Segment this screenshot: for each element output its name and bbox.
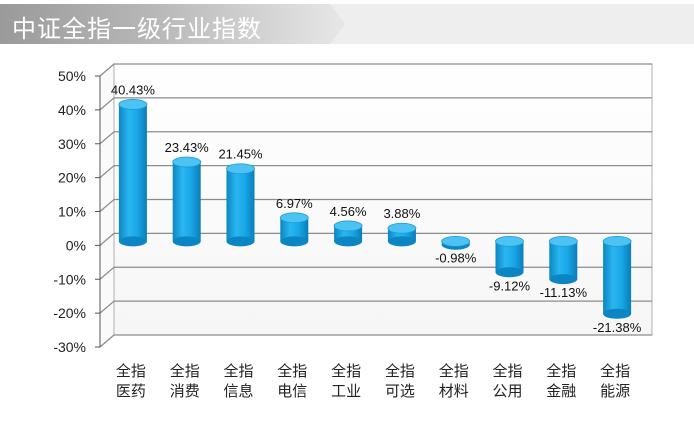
bar-body	[549, 241, 578, 280]
data-label: 3.88%	[383, 206, 420, 221]
gridline	[99, 131, 652, 145]
bar-bottom-cap	[387, 236, 416, 247]
bar-top-cap	[279, 212, 309, 224]
bar-top-cap	[441, 235, 471, 247]
gridline	[99, 334, 652, 348]
gridline	[99, 300, 652, 314]
bar-bottom-cap	[603, 308, 632, 319]
x-tick-label: 全指	[116, 362, 146, 380]
bar-bottom-cap	[118, 236, 147, 247]
x-tick-label: 全指	[439, 362, 469, 380]
bar-bottom-cap	[226, 236, 255, 247]
x-tick-label: 能源	[600, 382, 630, 400]
data-label: -0.98%	[435, 251, 477, 266]
bar	[387, 222, 417, 247]
bar-bottom-cap	[172, 236, 201, 247]
x-tick-label: 金融	[546, 382, 576, 400]
data-label: -11.13%	[540, 285, 588, 300]
bar-top-cap	[548, 235, 578, 247]
gridline	[99, 198, 652, 212]
x-tick-label: 全指	[546, 362, 576, 380]
x-tick-label: 消费	[170, 382, 200, 400]
y-tick-label: 40%	[58, 102, 86, 118]
y-tick-label: 30%	[58, 136, 86, 152]
bar-top-cap	[602, 235, 632, 247]
gridline	[99, 266, 652, 280]
x-tick-label: 信息	[223, 382, 253, 400]
bar	[333, 220, 363, 247]
bar-body	[603, 241, 632, 314]
bar	[279, 212, 309, 247]
y-tick-label: 20%	[58, 170, 86, 186]
y-tick-label: -20%	[53, 305, 86, 321]
bar	[118, 99, 148, 247]
data-label: 6.97%	[276, 196, 313, 211]
x-tick-label: 全指	[385, 362, 415, 380]
y-tick-label: 50%	[58, 68, 86, 84]
bar-body	[118, 104, 147, 242]
data-label: 4.56%	[330, 204, 367, 219]
bar-bottom-cap	[280, 236, 309, 247]
data-label: -9.12%	[489, 278, 531, 293]
x-tick-label: 公用	[492, 382, 522, 400]
x-tick-label: 全指	[331, 362, 361, 380]
title-bar: 中证全指一级行业指数	[0, 4, 694, 44]
data-label: -21.38%	[593, 320, 642, 335]
y-tick-label: 10%	[58, 204, 86, 220]
bar	[495, 235, 524, 278]
x-tick-label: 全指	[223, 362, 253, 380]
bar-top-cap	[333, 220, 363, 232]
data-label: 23.43%	[165, 140, 210, 155]
data-label: 21.45%	[218, 147, 263, 162]
x-tick-label: 材料	[439, 382, 469, 400]
bar-bottom-cap	[334, 236, 363, 247]
x-tick-label: 全指	[600, 362, 630, 380]
bar-body	[280, 217, 309, 242]
gridline	[99, 165, 652, 179]
bar-top-cap	[118, 99, 148, 110]
bar	[602, 235, 632, 319]
bar-top-cap	[226, 163, 255, 175]
y-tick-label: -10%	[53, 271, 86, 287]
x-tick-label: 全指	[170, 362, 200, 380]
bar-body	[172, 162, 201, 242]
bar-top-cap	[172, 156, 202, 168]
bar-body	[226, 168, 255, 242]
x-tick-label: 电信	[277, 382, 307, 400]
y-tick-label: -30%	[53, 339, 86, 355]
page-title: 中证全指一级行业指数	[12, 15, 262, 43]
gridline	[99, 63, 652, 77]
title-banner-shape	[0, 4, 694, 44]
bar-bottom-cap	[495, 267, 524, 278]
gridline	[99, 232, 652, 246]
bar-bottom-cap	[549, 274, 578, 285]
bar	[548, 235, 578, 285]
bar	[226, 163, 255, 247]
bar-top-cap	[387, 222, 417, 234]
x-tick-label: 全指	[492, 362, 522, 380]
bar-top-cap	[495, 235, 524, 247]
bar	[441, 235, 471, 250]
bar	[172, 156, 202, 247]
gridline	[99, 97, 652, 111]
x-tick-label: 全指	[277, 362, 307, 380]
x-tick-label: 工业	[331, 382, 361, 400]
x-tick-label: 可选	[385, 382, 415, 400]
x-tick-label: 医药	[116, 382, 146, 400]
data-label: 40.43%	[111, 82, 156, 97]
y-tick-label: 0%	[66, 237, 86, 253]
